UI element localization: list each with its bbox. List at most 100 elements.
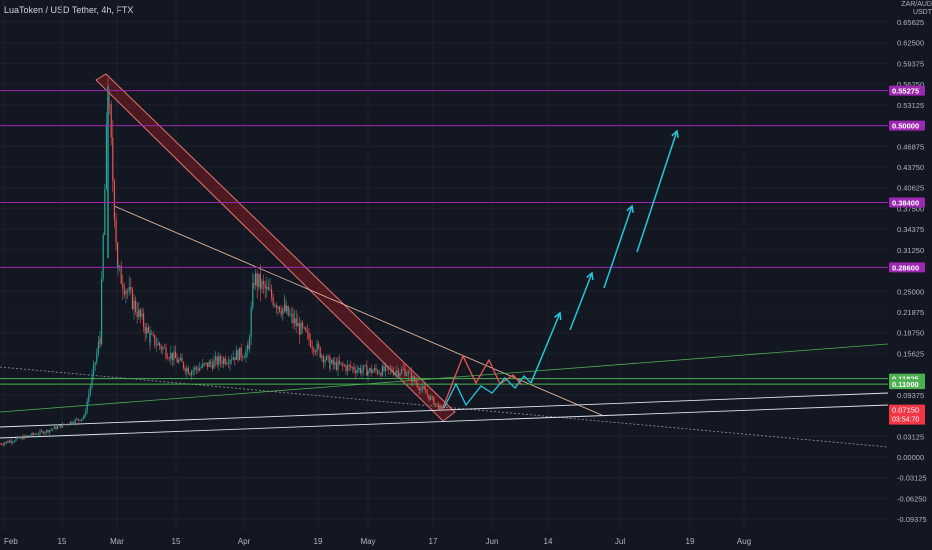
candle-body — [327, 355, 329, 357]
support-line-1 — [0, 392, 889, 428]
drawings-layer — [0, 73, 889, 448]
candle-body — [332, 359, 334, 365]
candle-body — [69, 421, 71, 425]
candle-body — [303, 327, 305, 329]
candle-body — [15, 438, 17, 442]
candle-body — [373, 368, 375, 371]
projection-arrow — [530, 312, 561, 384]
candle-body — [394, 372, 396, 375]
candle-body — [178, 360, 180, 363]
x-tick-label: Jun — [486, 537, 499, 546]
candle-body — [434, 403, 436, 405]
candle-body — [42, 431, 44, 434]
price-levels — [0, 90, 888, 385]
candle-body — [377, 370, 379, 374]
candle-body — [135, 300, 137, 312]
candle-body — [242, 356, 244, 358]
candle-body — [139, 309, 141, 317]
candle-body — [219, 356, 221, 362]
x-tick-label: Apr — [238, 537, 251, 546]
candle-body — [375, 368, 377, 371]
candle-body — [120, 265, 122, 284]
candle-body — [57, 426, 59, 429]
candle-body — [324, 360, 326, 363]
candle-body — [144, 327, 146, 334]
candle-body — [425, 389, 427, 394]
candle-body — [279, 306, 281, 312]
candle-body — [441, 405, 443, 409]
descending-channel — [95, 73, 456, 422]
candle-body — [422, 386, 424, 389]
trendline-resistance — [113, 205, 605, 417]
candle-body — [189, 374, 191, 376]
candle-body — [249, 337, 251, 349]
candle-body — [252, 283, 254, 308]
candle-body — [280, 311, 282, 315]
projection-arrow — [636, 130, 678, 253]
y-tick-label: 0.37500 — [897, 204, 924, 213]
candle-body — [253, 283, 255, 285]
candle-body — [127, 291, 129, 292]
candle-body — [224, 358, 226, 364]
candle-body — [99, 338, 101, 345]
candle-body — [255, 273, 257, 285]
candle-body — [235, 350, 237, 360]
candle-body — [149, 334, 151, 343]
candle-body — [49, 430, 51, 433]
candle-body — [300, 322, 302, 335]
last-price-countdown: 03:54:70 — [892, 417, 919, 424]
candle-body — [47, 429, 49, 433]
candle-body — [191, 371, 193, 375]
candle-body — [271, 289, 273, 298]
candle-body — [104, 189, 106, 235]
candle-body — [369, 368, 371, 372]
price-level-label: 0.55275 — [892, 87, 919, 96]
candle-body — [197, 369, 199, 371]
candle-body — [221, 361, 223, 364]
candle-body — [61, 423, 63, 428]
candle-body — [335, 362, 337, 370]
price-level-badge — [889, 85, 925, 96]
candle-body — [5, 441, 7, 443]
candle-body — [259, 273, 261, 289]
candle-body — [203, 363, 205, 365]
candle-body — [282, 308, 284, 315]
candle-body — [302, 322, 304, 328]
candle-body — [348, 365, 350, 366]
candle-body — [97, 342, 99, 353]
candle-body — [345, 365, 347, 371]
candle-body — [426, 393, 428, 396]
price-level-badge — [889, 262, 925, 273]
candle-body — [272, 297, 274, 306]
last-price-badge — [889, 404, 925, 425]
last-price-label: 0.07150 — [892, 406, 919, 415]
candle-body — [438, 404, 440, 410]
price-level-label: 0.28600 — [892, 263, 919, 272]
candle-body — [399, 373, 401, 376]
candle-body — [256, 273, 258, 287]
candle-body — [340, 363, 342, 365]
candle-body — [381, 366, 383, 376]
candle-body — [199, 367, 201, 371]
price-level-badge — [889, 379, 925, 390]
candle-body — [109, 104, 111, 105]
y-tick-label: -0.09375 — [897, 515, 927, 524]
candle-body — [401, 369, 403, 374]
candle-body — [237, 350, 239, 361]
candle-body — [45, 429, 47, 433]
candle-body — [218, 356, 220, 365]
candle-body — [162, 347, 164, 350]
candle-body — [165, 347, 167, 358]
y-tick-label: 0.21875 — [897, 308, 924, 317]
x-tick-label: Feb — [4, 537, 18, 546]
candle-body — [295, 318, 297, 327]
candle-body — [287, 305, 289, 316]
candle-body — [310, 339, 312, 347]
candle-body — [58, 425, 60, 427]
candle-body — [60, 425, 62, 428]
candle-body — [353, 367, 355, 371]
price-level-label: 0.11000 — [892, 380, 919, 389]
candle-body — [207, 362, 209, 368]
candle-body — [171, 352, 173, 361]
